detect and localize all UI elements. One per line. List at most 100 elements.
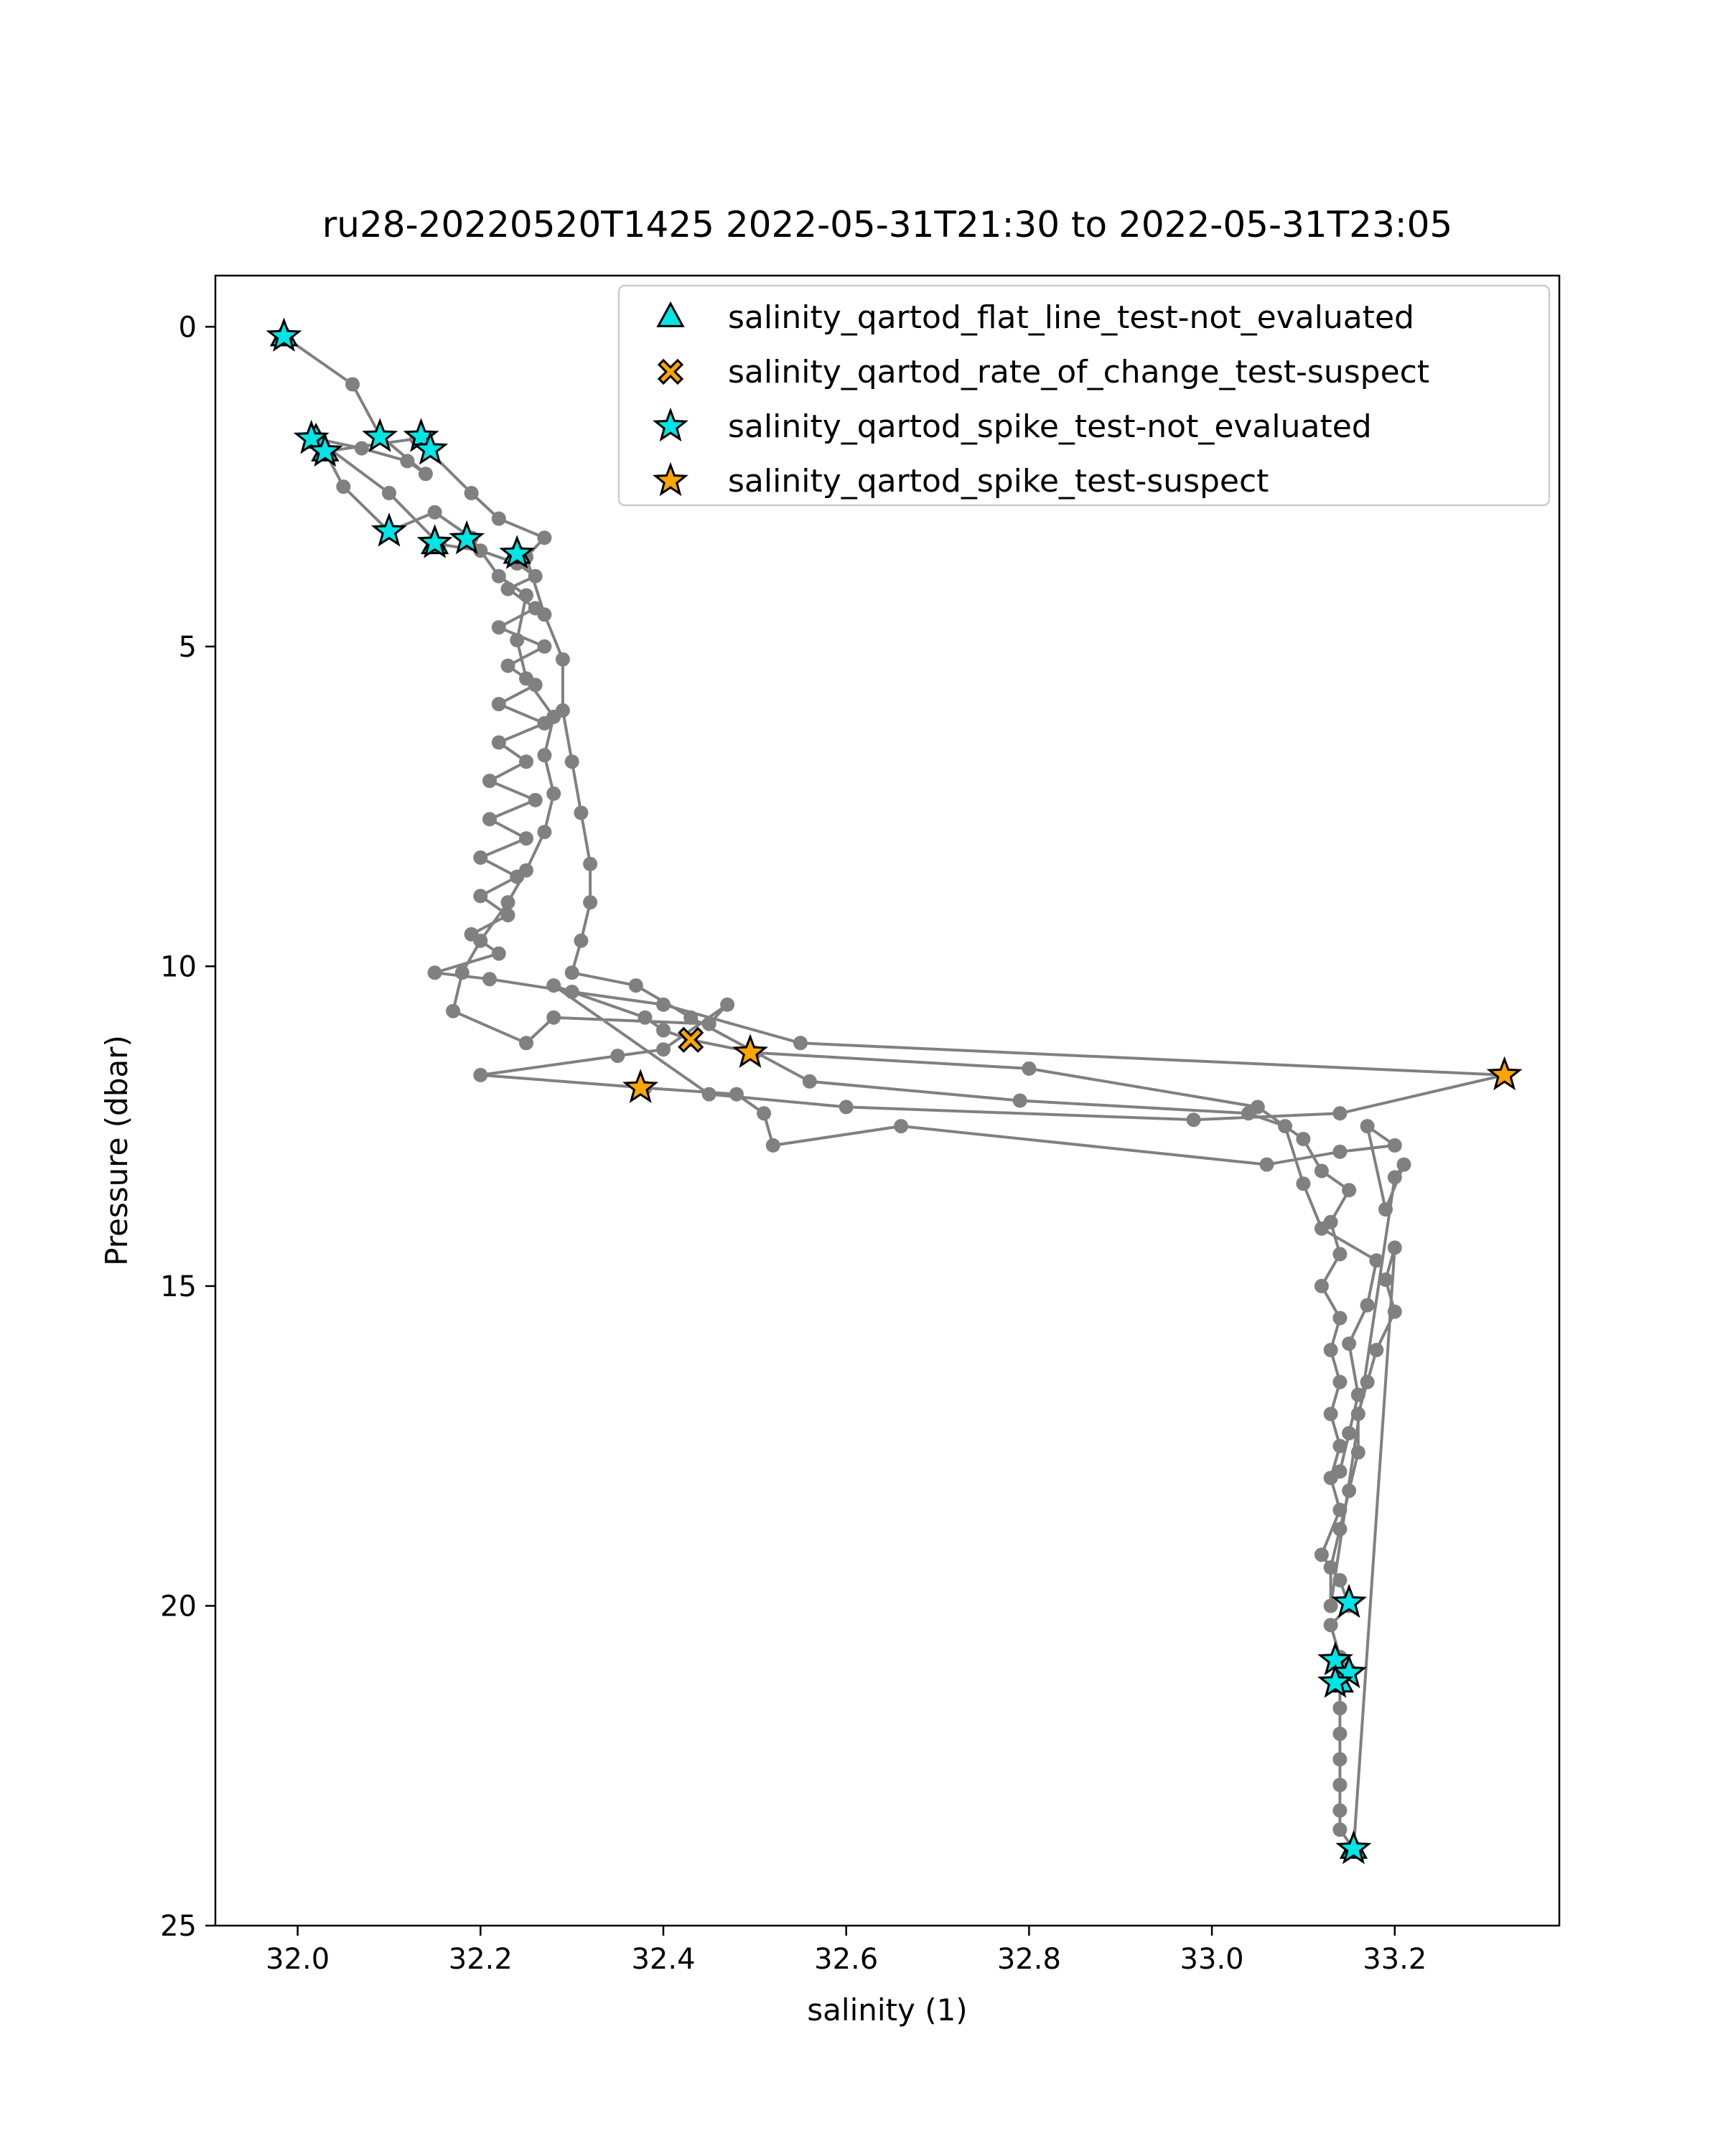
profile-point (510, 632, 525, 647)
profile-point (802, 1074, 817, 1089)
profile-point (1360, 1374, 1375, 1389)
profile-point (1378, 1272, 1393, 1287)
profile-point (1314, 1278, 1329, 1293)
profile-point (336, 479, 351, 495)
y-tick-label: 15 (160, 1270, 197, 1303)
qc-marker-series-2 (1335, 1829, 1372, 1865)
qc-marker-series-2 (412, 431, 449, 465)
profile-point (1369, 1253, 1384, 1268)
qc-marker-series-2 (362, 418, 398, 452)
legend-label: salinity_qartod_flat_line_test-not_evalu… (728, 299, 1414, 336)
profile-point (546, 786, 561, 801)
profile-point (1332, 1822, 1348, 1837)
profile-point (1323, 1618, 1338, 1633)
y-tick-label: 25 (160, 1910, 197, 1943)
profile-point (528, 792, 543, 807)
profile-point (1241, 1106, 1256, 1121)
profile-point (491, 946, 506, 961)
profile-point (473, 1067, 488, 1082)
profile-point (1332, 1438, 1348, 1453)
legend-box (617, 284, 1551, 507)
profile-point (1323, 1598, 1338, 1613)
qc-marker-series-2 (416, 524, 453, 558)
profile-point (1332, 1701, 1348, 1715)
qc-marker-series-3 (622, 1069, 659, 1103)
profile-point (574, 933, 589, 948)
profile-point (793, 1036, 808, 1051)
profile-point (574, 805, 589, 820)
x-axis-label: salinity (1) (807, 1992, 967, 2028)
legend-marker (653, 407, 688, 442)
y-axis-label: Pressure (dbar) (99, 1035, 134, 1266)
profile-point (1350, 1387, 1365, 1402)
profile-point (1332, 1374, 1348, 1389)
profile-point (720, 997, 735, 1012)
qc-marker-series-2 (266, 317, 302, 352)
profile-point (500, 895, 515, 910)
profile-point (564, 965, 579, 980)
qc-marker-series-2 (370, 512, 407, 547)
x-tick-label: 32.0 (266, 1943, 330, 1976)
profile-point (519, 831, 533, 846)
profile-point (1012, 1093, 1027, 1108)
profile-point (1342, 1183, 1357, 1198)
legend-label: salinity_qartod_spike_test-suspect (728, 463, 1269, 500)
profile-point (519, 863, 533, 878)
profile-point (537, 607, 552, 622)
profile-point (400, 454, 415, 469)
profile-point (482, 812, 497, 827)
profile-point (473, 543, 488, 558)
profile-point (765, 1138, 780, 1153)
profile-point (537, 748, 552, 763)
profile-point (519, 754, 533, 769)
profile-point (1186, 1112, 1201, 1128)
qc-marker-series-2 (449, 520, 485, 555)
profile-point (555, 652, 570, 667)
y-tick-label: 20 (160, 1590, 197, 1623)
profile-point (1323, 1560, 1338, 1575)
profile-point (354, 441, 369, 456)
profile-point (656, 997, 671, 1012)
profile-point (1332, 1752, 1348, 1767)
profile-point (537, 825, 552, 840)
x-tick-label: 33.2 (1363, 1943, 1427, 1976)
profile-point (555, 703, 570, 718)
profile-point (1350, 1407, 1365, 1422)
qc-marker-series-3 (1486, 1056, 1523, 1091)
axes-frame (214, 274, 1561, 1927)
legend: salinity_qartod_flat_line_test-not_evalu… (617, 284, 1551, 507)
profile-point (1022, 1061, 1037, 1076)
profile-point (1332, 1726, 1348, 1741)
profile-point (1387, 1170, 1402, 1185)
profile-point (427, 505, 442, 520)
profile-point (345, 377, 360, 392)
profile-point (519, 1036, 533, 1051)
profile-point (473, 850, 488, 865)
x-tick-label: 32.2 (449, 1943, 513, 1976)
profile-point (482, 774, 497, 788)
x-tick-label: 32.4 (631, 1943, 695, 1976)
qc-marker-series-2 (1317, 1664, 1353, 1698)
profile-point (729, 1087, 744, 1102)
profile-point (500, 658, 515, 673)
profile-point (638, 1010, 653, 1025)
profile-point (1342, 1484, 1357, 1499)
qc-marker-series-2 (1331, 1583, 1368, 1618)
profile-point (757, 1106, 772, 1121)
legend-marker (656, 301, 685, 327)
profile-point (1323, 1343, 1338, 1357)
profile-point (519, 588, 533, 603)
profile-point (1323, 1407, 1338, 1422)
profile-point (454, 965, 470, 980)
profile-point (1332, 1803, 1348, 1818)
qc-marker-series-1 (678, 1026, 704, 1053)
profile-point (491, 620, 506, 635)
profile-point (1387, 1138, 1402, 1153)
profile-point (1396, 1157, 1411, 1172)
profile-point (683, 1010, 699, 1025)
profile-point (446, 1003, 461, 1018)
legend-marker (657, 358, 684, 385)
profile-point (1332, 1502, 1348, 1517)
legend-label: salinity_qartod_spike_test-not_evaluated (728, 408, 1372, 445)
